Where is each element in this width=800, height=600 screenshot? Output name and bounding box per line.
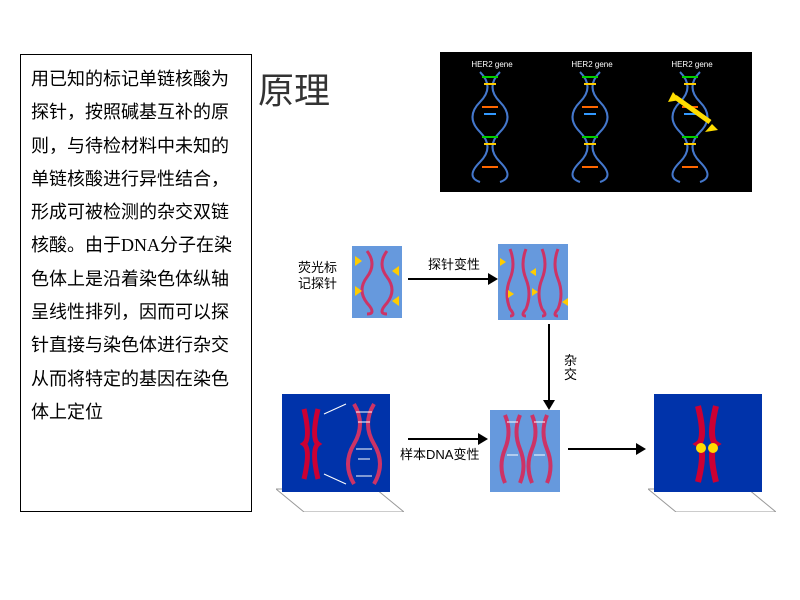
result-slide bbox=[648, 394, 776, 512]
arrow-4-head bbox=[636, 443, 646, 455]
page-title: 原理 bbox=[258, 62, 330, 114]
her2-label-2: HER2 gene bbox=[571, 60, 613, 69]
arrow-4 bbox=[568, 448, 638, 450]
arrow-1 bbox=[408, 278, 490, 280]
helix-2: HER2 gene bbox=[571, 60, 613, 182]
probe-panel bbox=[352, 246, 402, 318]
arrow-1-head bbox=[488, 273, 498, 285]
sample-slide-svg bbox=[276, 394, 404, 512]
probe-svg bbox=[352, 246, 402, 318]
arrow-3-head bbox=[478, 433, 488, 445]
helix-1: HER2 gene bbox=[471, 60, 513, 182]
her2-panel: HER2 gene HER2 gene HER2 gene bbox=[440, 52, 752, 192]
denatured-probe-panel bbox=[498, 244, 568, 320]
label-hybridize: 杂 交 bbox=[564, 354, 577, 383]
her2-svg: HER2 gene HER2 gene HER2 gene bbox=[440, 52, 752, 192]
label-probe: 荧光标 记探针 bbox=[298, 260, 337, 291]
principle-textbox: 用已知的标记单链核酸为探针，按照碱基互补的原则，与待检材料中未知的单链核酸进行异… bbox=[20, 54, 252, 512]
arrow-2-head bbox=[543, 400, 555, 410]
her2-label-1: HER2 gene bbox=[471, 60, 513, 69]
helix-3: HER2 gene bbox=[668, 60, 718, 182]
arrow-2 bbox=[548, 324, 550, 402]
hybrid-panel bbox=[490, 410, 560, 492]
denatured-probe-svg bbox=[498, 244, 568, 320]
hybrid-svg bbox=[490, 410, 560, 492]
sample-slide bbox=[276, 394, 404, 512]
label-denature-sample: 样本DNA变性 bbox=[400, 444, 479, 463]
label-denature-probe: 探针变性 bbox=[428, 254, 480, 273]
arrow-3 bbox=[408, 438, 480, 440]
her2-label-3: HER2 gene bbox=[671, 60, 713, 69]
result-slide-svg bbox=[648, 394, 776, 512]
